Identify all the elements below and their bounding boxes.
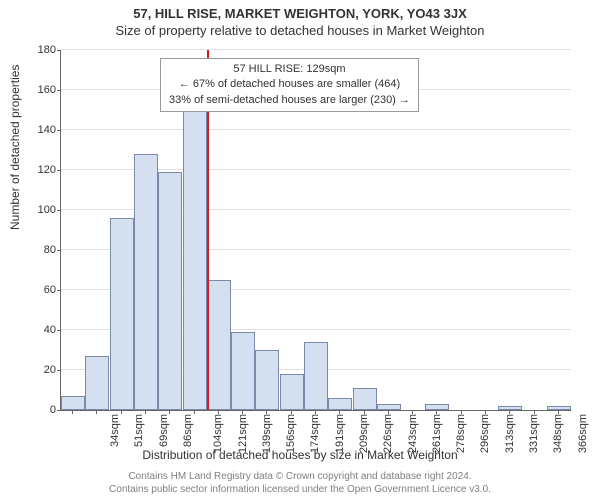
histogram-bar [85,356,109,410]
y-tick-label: 120 [16,164,56,176]
x-tick-label: 86sqm [182,414,194,447]
x-tick-mark [509,410,510,414]
x-tick-mark [558,410,559,414]
y-tick-label: 140 [16,124,56,136]
y-tick-label: 40 [16,324,56,336]
y-tick-mark [57,410,61,411]
chart-area: 57 HILL RISE: 129sqm ← 67% of detached h… [60,50,570,410]
y-tick-mark [57,170,61,171]
chart-container: { "title": "57, HILL RISE, MARKET WEIGHT… [0,0,600,500]
x-tick-mark [242,410,243,414]
y-tick-mark [57,370,61,371]
y-axis-label: Number of detached properties [8,65,22,230]
footer: Contains HM Land Registry data © Crown c… [0,470,600,496]
x-tick-mark [121,410,122,414]
x-tick-mark [194,410,195,414]
x-tick-mark [339,410,340,414]
y-tick-mark [57,250,61,251]
x-tick-mark [485,410,486,414]
y-tick-label: 20 [16,364,56,376]
x-tick-mark [291,410,292,414]
y-tick-mark [57,50,61,51]
y-tick-label: 60 [16,284,56,296]
annotation-box: 57 HILL RISE: 129sqm ← 67% of detached h… [160,58,419,112]
x-tick-mark [96,410,97,414]
histogram-bar [328,398,352,410]
histogram-bar [255,350,279,410]
histogram-bar [425,404,449,410]
x-axis-label: Distribution of detached houses by size … [0,448,600,462]
x-tick-mark [364,410,365,414]
x-tick-mark [436,410,437,414]
x-tick-mark [72,410,73,414]
histogram-bar [547,406,571,410]
x-tick-label: 34sqm [109,414,121,447]
footer-line2: Contains public sector information licen… [0,483,600,496]
y-tick-label: 180 [16,44,56,56]
histogram-bar [280,374,304,410]
grid-line [61,129,571,130]
y-tick-mark [57,210,61,211]
x-tick-mark [169,410,170,414]
y-tick-label: 80 [16,244,56,256]
annotation-line2: ← 67% of detached houses are smaller (46… [169,77,410,92]
histogram-bar [134,154,158,410]
chart-subtitle: Size of property relative to detached ho… [0,21,600,38]
grid-line [61,49,571,50]
x-tick-mark [266,410,267,414]
y-tick-label: 160 [16,84,56,96]
x-tick-mark [461,410,462,414]
x-tick-mark [388,410,389,414]
x-tick-mark [145,410,146,414]
histogram-bar [231,332,255,410]
histogram-bar [61,396,85,410]
x-tick-mark [534,410,535,414]
y-tick-label: 0 [16,404,56,416]
footer-line1: Contains HM Land Registry data © Crown c… [0,470,600,483]
chart-title: 57, HILL RISE, MARKET WEIGHTON, YORK, YO… [0,0,600,21]
x-tick-mark [412,410,413,414]
y-tick-mark [57,330,61,331]
histogram-bar [183,92,207,410]
histogram-bar [498,406,522,410]
y-tick-mark [57,130,61,131]
y-tick-mark [57,90,61,91]
annotation-line1: 57 HILL RISE: 129sqm [169,62,410,77]
histogram-bar [353,388,377,410]
y-tick-mark [57,290,61,291]
x-tick-label: 51sqm [133,414,145,447]
histogram-bar [304,342,328,410]
histogram-bar [110,218,134,410]
histogram-bar [207,280,231,410]
histogram-bar [377,404,401,410]
x-tick-mark [218,410,219,414]
histogram-bar [158,172,182,410]
x-tick-label: 69sqm [158,414,170,447]
y-tick-label: 100 [16,204,56,216]
annotation-line3: 33% of semi-detached houses are larger (… [169,93,410,108]
x-tick-mark [315,410,316,414]
